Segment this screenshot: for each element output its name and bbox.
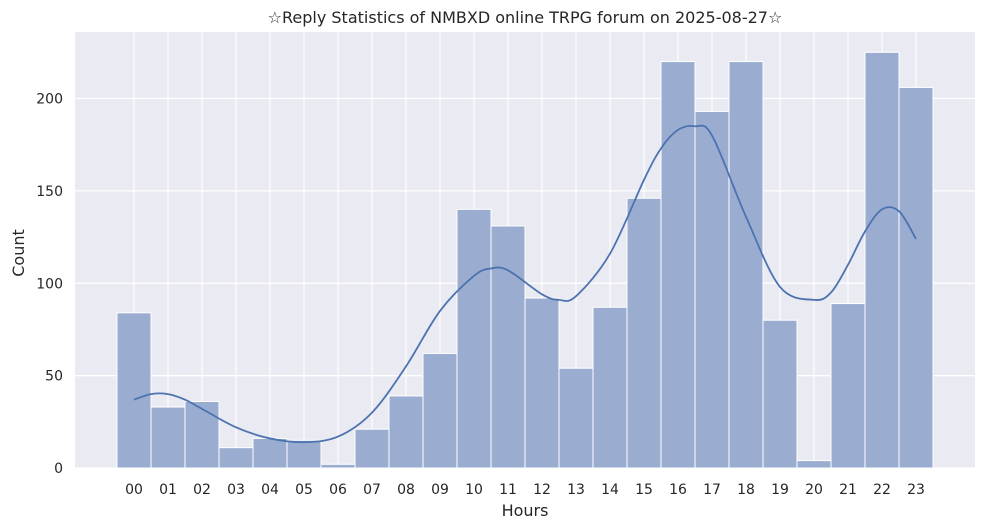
x-tick-label: 16 bbox=[669, 482, 687, 498]
x-tick-label: 08 bbox=[397, 482, 415, 498]
y-tick-label: 0 bbox=[54, 461, 63, 477]
bar bbox=[286, 439, 322, 469]
x-tick-label: 01 bbox=[159, 482, 177, 498]
y-tick-label: 100 bbox=[36, 276, 63, 292]
x-tick-label: 21 bbox=[839, 482, 857, 498]
bar bbox=[592, 306, 628, 469]
x-tick-label: 23 bbox=[907, 482, 925, 498]
x-tick-label: 10 bbox=[465, 482, 483, 498]
bar bbox=[694, 110, 730, 469]
x-tick-label: 02 bbox=[193, 482, 211, 498]
bar bbox=[626, 197, 662, 469]
bar bbox=[354, 428, 390, 469]
bar bbox=[728, 61, 764, 469]
bar bbox=[116, 312, 152, 469]
y-tick-label: 200 bbox=[36, 92, 63, 108]
bar bbox=[422, 352, 458, 469]
x-tick-label: 15 bbox=[635, 482, 653, 498]
y-axis-label: Count bbox=[9, 229, 28, 277]
x-tick-label: 22 bbox=[873, 482, 891, 498]
x-tick-label: 03 bbox=[227, 482, 245, 498]
bar bbox=[524, 297, 560, 469]
x-tick-labels: 00 01 02 03 04 05 06 07 08 09 10 11 12 13 14 15 16 17 18 19… bbox=[125, 482, 925, 498]
y-tick-label: 50 bbox=[45, 369, 63, 385]
x-tick-label: 17 bbox=[703, 482, 721, 498]
y-tick-label: 150 bbox=[36, 184, 63, 200]
bar bbox=[456, 208, 492, 469]
bar bbox=[388, 395, 424, 469]
x-tick-label: 07 bbox=[363, 482, 381, 498]
chart-title: ☆Reply Statistics of NMBXD online TRPG f… bbox=[268, 8, 783, 27]
bar bbox=[558, 367, 594, 469]
x-tick-label: 12 bbox=[533, 482, 551, 498]
x-tick-label: 18 bbox=[737, 482, 755, 498]
x-tick-label: 09 bbox=[431, 482, 449, 498]
x-tick-label: 04 bbox=[261, 482, 279, 498]
kde-curve bbox=[133, 124, 917, 444]
bar bbox=[796, 460, 832, 469]
x-tick-label: 19 bbox=[771, 482, 789, 498]
bar bbox=[320, 463, 356, 469]
bar bbox=[762, 319, 798, 469]
bars bbox=[116, 51, 934, 469]
x-tick-label: 14 bbox=[601, 482, 619, 498]
x-tick-label: 06 bbox=[329, 482, 347, 498]
bar bbox=[150, 406, 186, 469]
x-tick-label: 13 bbox=[567, 482, 585, 498]
bar bbox=[898, 86, 934, 469]
bar bbox=[184, 400, 220, 469]
bar bbox=[660, 61, 696, 469]
x-tick-label: 05 bbox=[295, 482, 313, 498]
bar bbox=[252, 437, 288, 469]
y-tick-labels: 0 50 100 150 200 bbox=[36, 92, 63, 477]
x-tick-label: 00 bbox=[125, 482, 143, 498]
bar bbox=[864, 51, 900, 469]
bar bbox=[490, 225, 526, 469]
bar bbox=[218, 447, 254, 469]
bar bbox=[830, 303, 866, 469]
x-axis-label: Hours bbox=[502, 501, 549, 520]
x-tick-label: 11 bbox=[499, 482, 517, 498]
x-tick-label: 20 bbox=[805, 482, 823, 498]
